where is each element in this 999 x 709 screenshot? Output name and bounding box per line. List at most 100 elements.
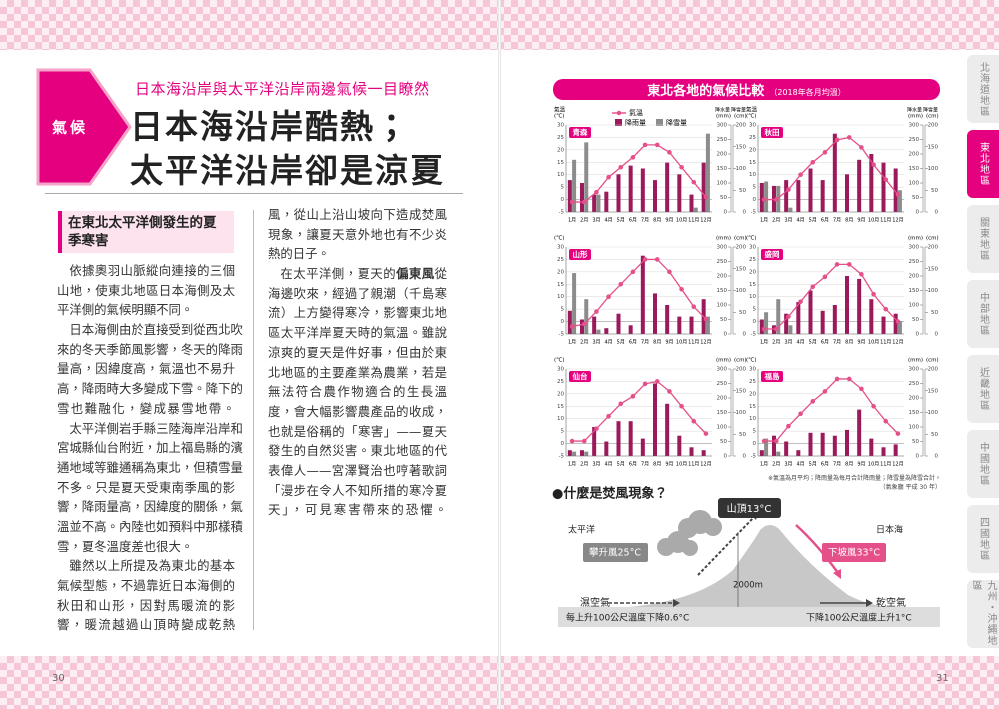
bar: [796, 302, 801, 334]
bar: [808, 168, 813, 212]
y3-tick-label: 50: [931, 310, 938, 316]
bar: [788, 325, 793, 334]
y2-tick-label: 150: [717, 166, 728, 172]
y3-tick-label: 0: [743, 332, 747, 338]
bar: [893, 168, 898, 212]
temperature-point: [594, 189, 599, 195]
x-tick-label: 4月: [604, 340, 612, 346]
bar: [893, 444, 898, 456]
bar: [665, 162, 670, 212]
x-tick-label: 2月: [580, 340, 588, 346]
foehn-title: ●什麼是焚風現象？: [552, 486, 667, 502]
y-unit: (℃): [554, 113, 564, 120]
x-tick-label: 7月: [641, 218, 649, 224]
temperature-point: [895, 319, 901, 324]
page-number: 31: [936, 673, 949, 684]
temperature-point: [798, 411, 803, 417]
x-tick-label: 9月: [665, 218, 673, 224]
falling-box: [822, 543, 886, 562]
x-tick-label: 7月: [833, 218, 841, 224]
bar: [820, 432, 825, 456]
x-tick-label: 3月: [784, 340, 792, 346]
text-line: 無法符合農作物適合的生長溫: [268, 384, 447, 400]
text-line: 「漫步在令人不知所措的寒冷夏: [268, 482, 447, 498]
text-line: 依據奧羽山脈縱向連接的三個: [69, 263, 235, 278]
x-tick-label: 5月: [617, 462, 625, 468]
gutter: [498, 0, 501, 709]
y2-tick-label: 150: [717, 288, 728, 294]
dry-label: 乾空氣: [876, 596, 906, 609]
bar: [616, 421, 621, 456]
y3-tick-label: 0: [935, 210, 939, 216]
temperature-point: [895, 431, 901, 436]
bar: [857, 409, 862, 456]
temperature-point: [654, 379, 660, 384]
temperature-point: [691, 304, 697, 309]
bar: [640, 255, 645, 334]
x-tick-label: 9月: [665, 462, 673, 468]
text-line: 來的冬天季節風影響，冬天的降雨: [57, 341, 243, 357]
sidebar-tab: 關東地區: [967, 205, 999, 273]
ground-band: [558, 607, 940, 627]
x-tick-label: 5月: [809, 218, 817, 224]
temperature-point: [630, 155, 636, 160]
temperature-point: [834, 262, 840, 267]
x-tick-label: 11月: [688, 218, 699, 224]
x-tick-label: 11月: [688, 340, 699, 346]
header-tag: 氣候: [52, 119, 88, 137]
bar: [705, 316, 710, 334]
x-tick-label: 12月: [700, 462, 711, 468]
temperature-point: [679, 164, 684, 170]
y3-tick-label: 100: [736, 410, 747, 416]
bar: [693, 207, 698, 212]
x-tick-label: 1月: [760, 462, 768, 468]
bar: [567, 310, 572, 334]
bar: [796, 450, 801, 456]
temperature-point: [703, 431, 709, 436]
y-tick-label: 0: [753, 441, 757, 447]
temperature-line: [764, 263, 899, 330]
y3-tick-label: 50: [739, 188, 746, 194]
x-tick-label: 3月: [784, 462, 792, 468]
y3-tick-label: 200: [736, 123, 747, 129]
temperature-point: [581, 199, 587, 205]
bar: [897, 320, 902, 334]
text-line: 表偉人——宮澤賢治也哼著歌詞: [268, 462, 447, 478]
legend-label: 降雪量: [666, 118, 687, 127]
text-line: 溫並不高。內陸也如預料中那樣積: [57, 518, 243, 534]
city-badge: [761, 371, 783, 382]
y2-tick-label: 200: [717, 396, 728, 402]
y2-tick-label: 100: [717, 303, 728, 309]
bar: [881, 162, 886, 212]
y2-tick-label: 300: [909, 123, 920, 129]
y-tick-label: 30: [749, 367, 756, 373]
y-unit: (℃): [746, 357, 756, 364]
temperature-point: [642, 142, 648, 148]
y-tick-label: 15: [749, 160, 756, 166]
x-tick-label: 4月: [604, 218, 612, 224]
bar: [677, 174, 682, 212]
temperature-point: [834, 376, 840, 382]
x-tick-label: 4月: [796, 462, 804, 468]
y3-tick-label: 0: [743, 210, 747, 216]
x-tick-label: 8月: [845, 462, 853, 468]
temperature-point: [667, 269, 672, 275]
x-tick-label: 10月: [868, 462, 879, 468]
y-tick-label: 20: [557, 391, 564, 397]
y2-tick-label: 100: [909, 303, 920, 309]
y-tick-label: 10: [749, 416, 756, 422]
y-tick-label: 5: [561, 307, 565, 313]
bar: [640, 168, 645, 212]
y-tick-label: 5: [753, 429, 757, 435]
y2-tick-label: 0: [724, 332, 728, 338]
bar: [652, 293, 658, 334]
x-tick-label: 3月: [592, 340, 600, 346]
y-tick-label: 10: [557, 416, 564, 422]
x-tick-label: 11月: [880, 462, 891, 468]
y-tick-label: 25: [557, 379, 564, 385]
x-tick-label: 5月: [809, 340, 817, 346]
text-span: 在太平洋側，夏天的: [280, 266, 397, 282]
y-tick-label: 20: [749, 391, 756, 397]
bar: [579, 450, 585, 456]
y3-unit: (cm): [926, 114, 939, 120]
